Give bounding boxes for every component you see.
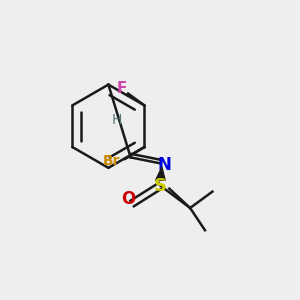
Text: O: O — [122, 190, 136, 208]
Text: S: S — [154, 177, 167, 195]
Text: F: F — [116, 81, 127, 96]
Text: H: H — [112, 112, 122, 127]
Polygon shape — [156, 167, 165, 180]
Text: Br: Br — [103, 154, 121, 168]
Text: N: N — [157, 156, 171, 174]
